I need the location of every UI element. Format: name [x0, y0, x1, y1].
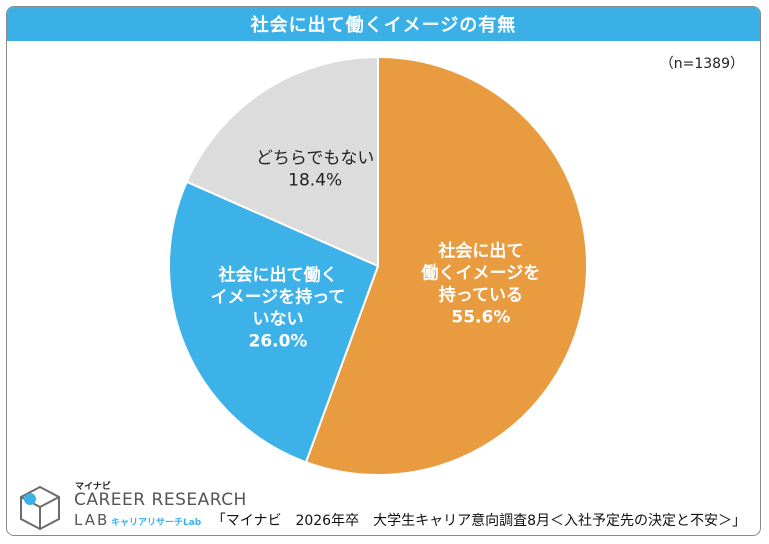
logo-brand: マイナビ — [75, 482, 111, 492]
logo-subtitle: キャリアリサーチLab — [111, 518, 202, 528]
slice-category-label: 働くイメージを — [421, 262, 541, 283]
chart-title: 社会に出て働くイメージの有無 — [7, 7, 760, 41]
slice-category-label: 社会に出て働く — [217, 265, 337, 286]
career-research-lab-logo: マイナビ CAREER RESEARCH LAB キャリアリサーチLab — [19, 477, 246, 532]
slice-category-label: 社会に出て — [437, 240, 523, 261]
pie-slice-0 — [304, 55, 588, 476]
sample-size-note: （n=1389） — [659, 56, 744, 72]
slice-category-label: 持っている — [439, 284, 523, 305]
cube-logo-icon — [20, 485, 60, 531]
slice-category-label: どちらでもない — [256, 149, 375, 169]
logo-career-research: CAREER RESEARCH — [74, 490, 247, 510]
slice-category-label: いない — [252, 310, 303, 330]
pie-slice-2 — [185, 55, 379, 268]
logo-lab: LAB — [74, 511, 110, 529]
slice-value-label: 55.6% — [451, 307, 510, 327]
chart-frame: 社会に出て働くイメージの有無 （n=1389） 社会に出て 働くイメージを 持ってい… — [6, 6, 761, 536]
pie-slice-1 — [168, 180, 380, 464]
slice-value-label: 18.4% — [288, 171, 342, 191]
slice-category-label: イメージを持って — [211, 287, 346, 308]
slice-value-label: 26.0% — [248, 332, 307, 352]
source-note: 「マイナビ 2026年卒 大学生キャリア意向調査8月＜入社予定先の決定と不安＞」 — [211, 513, 746, 529]
